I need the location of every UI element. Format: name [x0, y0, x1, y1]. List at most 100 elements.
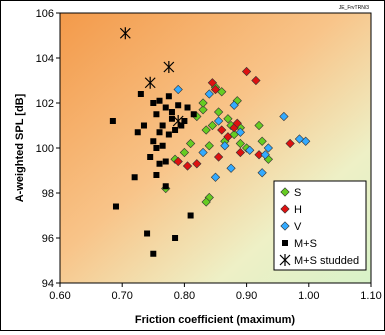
- point-m-s: [153, 145, 160, 151]
- y-tick-label: 94: [42, 278, 54, 290]
- legend-marker-m-s: [282, 240, 288, 246]
- point-m-s: [172, 235, 179, 241]
- point-h: [173, 156, 183, 167]
- point-s: [235, 138, 246, 149]
- point-s: [179, 147, 190, 158]
- point-m-s: [159, 142, 166, 149]
- point-m-s: [162, 183, 169, 190]
- point-m-s-studded: [119, 27, 131, 40]
- point-m-s: [131, 174, 138, 181]
- point-h: [254, 150, 264, 160]
- corner-label: JE_FrvTRN/3: [339, 5, 370, 11]
- point-v: [229, 100, 239, 110]
- point-v: [301, 136, 311, 146]
- point-m-s: [162, 158, 169, 165]
- point-m-s: [150, 138, 157, 145]
- point-m-s: [153, 111, 160, 118]
- point-m-s: [159, 122, 166, 129]
- point-v: [204, 89, 214, 99]
- point-m-s: [150, 100, 157, 106]
- point-s: [198, 105, 208, 115]
- point-s: [185, 138, 196, 149]
- point-m-s: [156, 129, 163, 136]
- x-tick-label: 1.00: [298, 290, 319, 302]
- point-h: [217, 125, 227, 135]
- point-h: [251, 75, 261, 86]
- point-m-s: [165, 93, 172, 100]
- point-s: [257, 136, 267, 146]
- point-v: [210, 172, 221, 182]
- point-h: [223, 132, 233, 142]
- x-tick-label: 1.10: [360, 290, 381, 302]
- point-v: [245, 145, 255, 155]
- y-tick-label: 106: [36, 8, 54, 20]
- point-h: [207, 78, 218, 88]
- point-s: [204, 141, 214, 151]
- point-m-s: [144, 230, 151, 237]
- y-tick-label: 102: [36, 98, 54, 110]
- point-m-s: [187, 212, 194, 219]
- point-m-s-studded: [144, 76, 156, 89]
- legend-marker-v: [280, 221, 290, 231]
- point-m-s: [181, 118, 188, 124]
- legend: SHV M+S M+S studded: [273, 180, 367, 271]
- legend-marker-m-s-studded: [279, 254, 291, 266]
- x-tick-label: 0.80: [174, 290, 195, 302]
- point-m-s: [172, 127, 179, 133]
- y-tick-label: 100: [36, 143, 54, 155]
- y-tick-label: 98: [42, 188, 54, 200]
- point-m-s: [140, 122, 147, 129]
- point-m-s: [156, 97, 163, 104]
- point-m-s: [134, 129, 141, 136]
- legend-marker-h: [280, 204, 290, 214]
- point-m-s: [162, 104, 169, 111]
- point-m-s: [156, 160, 163, 167]
- point-s: [201, 125, 211, 135]
- legend-label-v: V: [294, 221, 302, 233]
- point-m-s: [109, 118, 116, 124]
- point-h: [210, 84, 221, 95]
- x-axis: 0.60 0.70 0.80 0.90 1.00 1.10: [49, 283, 382, 302]
- x-axis-label: Friction coefficient (maximum): [135, 314, 295, 326]
- point-m-s: [168, 109, 175, 115]
- y-tick-label: 104: [36, 53, 54, 65]
- legend-label-s: S: [294, 187, 301, 199]
- point-v: [173, 84, 183, 95]
- legend-label-h: H: [294, 204, 302, 216]
- point-v: [213, 116, 224, 126]
- point-m-s: [153, 172, 160, 178]
- x-tick-label: 0.70: [111, 290, 132, 302]
- legend-label-m-s-studded: M+S studded: [294, 255, 359, 267]
- point-s: [201, 197, 211, 207]
- point-v: [279, 111, 289, 122]
- point-s: [254, 120, 264, 131]
- point-m-s: [165, 131, 172, 138]
- point-m-s: [190, 111, 197, 118]
- point-m-s: [178, 122, 185, 129]
- legend-label-m-s: M+S: [294, 238, 317, 250]
- point-v: [294, 134, 305, 144]
- y-axis: 94 96 98 100 102 104 106: [36, 8, 60, 290]
- point-h: [232, 118, 242, 128]
- point-h: [235, 147, 246, 158]
- point-m-s-studded: [163, 61, 175, 73]
- point-h: [241, 66, 252, 77]
- point-m-s: [147, 154, 154, 160]
- legend-marker-s: [280, 187, 290, 197]
- x-tick-label: 0.60: [49, 290, 70, 302]
- point-m-s: [137, 91, 144, 97]
- point-h: [285, 138, 295, 149]
- point-s: [207, 120, 218, 131]
- point-m-s: [175, 102, 182, 109]
- y-tick-label: 96: [42, 233, 54, 245]
- data-points: [109, 27, 311, 257]
- point-m-s: [112, 203, 119, 210]
- point-h: [213, 152, 224, 162]
- point-v: [263, 143, 273, 153]
- point-v: [260, 150, 270, 160]
- point-v: [235, 127, 246, 137]
- point-m-s: [184, 104, 191, 111]
- point-h: [182, 161, 193, 171]
- point-s: [213, 107, 224, 117]
